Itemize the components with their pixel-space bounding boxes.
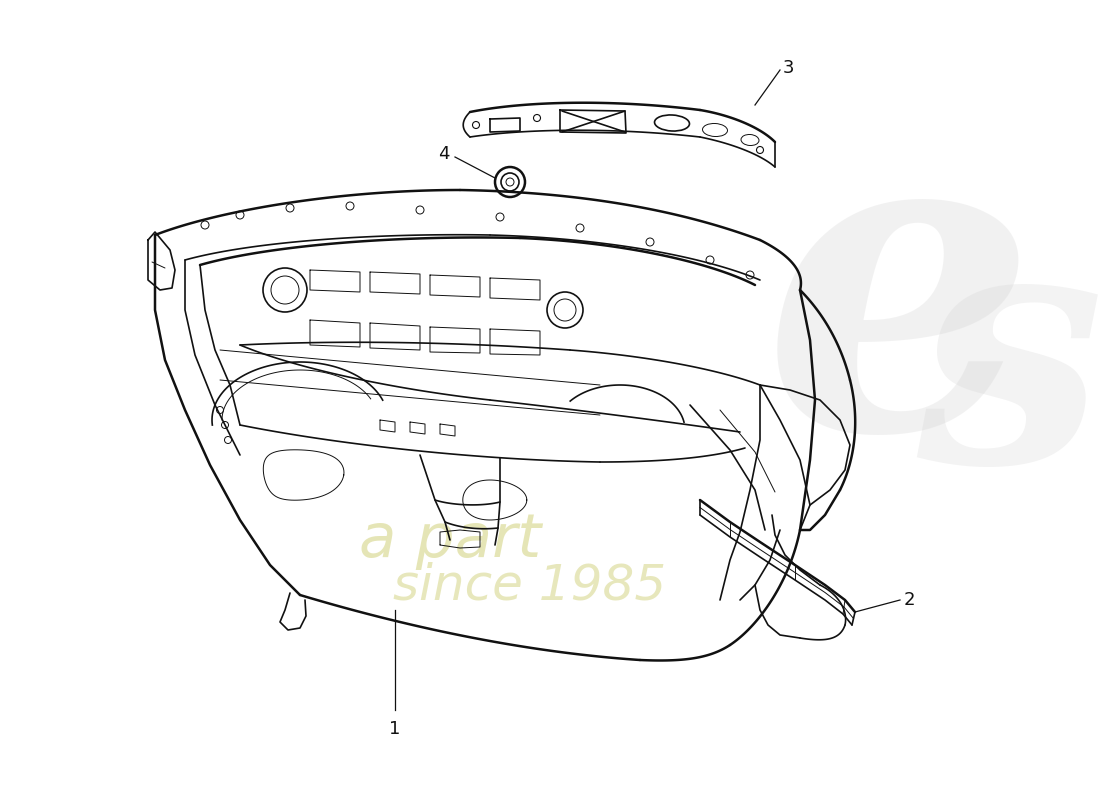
Text: 3: 3: [783, 59, 794, 77]
Text: s: s: [916, 208, 1100, 532]
Text: e: e: [763, 102, 1037, 518]
Text: a part: a part: [359, 510, 541, 570]
Text: 2: 2: [904, 591, 915, 609]
Text: 4: 4: [439, 145, 450, 163]
Text: since 1985: since 1985: [394, 561, 667, 609]
Text: 1: 1: [389, 720, 400, 738]
